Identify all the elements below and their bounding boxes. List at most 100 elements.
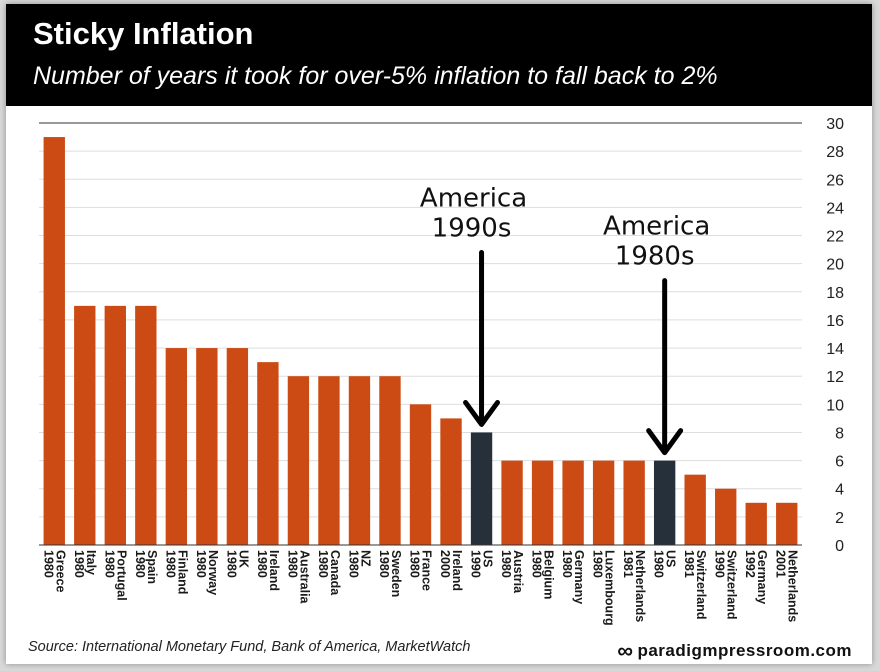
x-tick-country: Switzerland bbox=[725, 550, 739, 619]
x-tick-label: US1990 bbox=[469, 550, 495, 578]
bar bbox=[501, 460, 523, 545]
bar bbox=[379, 376, 401, 545]
chart-frame: Sticky Inflation Number of years it took… bbox=[6, 4, 872, 664]
x-tick-year: 1992 bbox=[743, 550, 757, 578]
annotation-line2: 1990s bbox=[432, 213, 512, 243]
bar bbox=[562, 460, 584, 545]
x-tick-country: US bbox=[664, 550, 678, 567]
bar bbox=[440, 418, 462, 545]
x-tick-label: UK1980 bbox=[224, 550, 250, 578]
x-tick-country: Finland bbox=[175, 550, 189, 594]
x-tick-year: 1980 bbox=[163, 550, 177, 578]
x-tick-label: Austria1980 bbox=[499, 550, 525, 594]
x-tick-year: 1981 bbox=[682, 550, 696, 578]
x-tick-country: Ireland bbox=[450, 550, 464, 591]
x-tick-label: France1980 bbox=[408, 550, 434, 591]
bar bbox=[318, 376, 340, 545]
x-tick-year: 1980 bbox=[408, 550, 422, 578]
x-tick-label: Italy1980 bbox=[72, 550, 98, 578]
x-tick-country: France bbox=[420, 550, 434, 591]
x-tick-year: 1980 bbox=[133, 550, 147, 578]
bar bbox=[165, 348, 188, 545]
x-tick-country: NZ bbox=[358, 550, 372, 567]
x-tick-label: Switzerland1990 bbox=[713, 550, 739, 619]
bar bbox=[104, 305, 126, 545]
highlighted-bar bbox=[470, 432, 493, 545]
x-tick-year: 1980 bbox=[194, 550, 208, 578]
y-tick-label: 16 bbox=[826, 313, 844, 330]
x-tick-country: UK bbox=[236, 550, 250, 568]
x-tick-label: Australia1980 bbox=[285, 550, 311, 605]
x-tick-label: Ireland2000 bbox=[438, 550, 464, 591]
x-tick-country: Ireland bbox=[267, 550, 281, 591]
y-tick-label: 2 bbox=[835, 510, 844, 527]
infinity-icon: ∞ bbox=[617, 638, 634, 663]
x-tick-country: Canada bbox=[328, 550, 342, 596]
x-tick-country: Australia bbox=[297, 550, 311, 605]
x-tick-year: 1980 bbox=[224, 550, 238, 578]
x-tick-country: Germany bbox=[572, 550, 586, 604]
x-tick-country: Portugal bbox=[114, 550, 128, 601]
x-tick-year: 1980 bbox=[255, 550, 269, 578]
bar bbox=[135, 305, 157, 545]
y-tick-label: 28 bbox=[826, 144, 844, 161]
x-tick-year: 1980 bbox=[591, 550, 605, 578]
annotation-line1: America bbox=[603, 212, 710, 242]
chart-title: Sticky Inflation bbox=[33, 16, 254, 51]
x-tick-year: 1980 bbox=[102, 550, 116, 578]
x-tick-country: Sweden bbox=[389, 550, 403, 597]
x-tick-year: 1980 bbox=[560, 550, 574, 578]
y-tick-label: 8 bbox=[835, 425, 844, 442]
x-tick-year: 1990 bbox=[713, 550, 727, 578]
y-tick-label: 24 bbox=[826, 200, 844, 217]
x-tick-year: 1980 bbox=[652, 550, 666, 578]
x-tick-label: Switzerland1981 bbox=[682, 550, 708, 619]
y-tick-label: 0 bbox=[835, 538, 844, 555]
bar bbox=[592, 460, 615, 545]
annotation-line1: America bbox=[420, 183, 527, 213]
x-tick-label: Netherlands1981 bbox=[621, 550, 647, 622]
x-tick-label: US1980 bbox=[652, 550, 678, 578]
x-tick-year: 1981 bbox=[621, 550, 635, 578]
y-tick-label: 6 bbox=[835, 454, 844, 471]
brand-link[interactable]: ∞ paradigmpressroom.com bbox=[617, 636, 852, 663]
y-tick-label: 18 bbox=[826, 285, 844, 302]
x-tick-country: US bbox=[481, 550, 495, 567]
bar bbox=[776, 502, 798, 545]
arrow-head-icon bbox=[646, 428, 684, 456]
y-tick-label: 22 bbox=[826, 229, 844, 246]
x-tick-label: Portugal1980 bbox=[102, 550, 128, 601]
bar bbox=[715, 488, 737, 545]
y-tick-label: 12 bbox=[826, 369, 844, 386]
chart-subtitle: Number of years it took for over-5% infl… bbox=[33, 62, 718, 90]
annotation-line2: 1980s bbox=[615, 242, 695, 272]
x-tick-country: Germany bbox=[755, 550, 769, 604]
x-tick-year: 1980 bbox=[377, 550, 391, 578]
brand-text: paradigmpressroom.com bbox=[637, 641, 852, 660]
bar bbox=[745, 502, 767, 545]
x-tick-label: Canada1980 bbox=[316, 550, 342, 596]
bar bbox=[623, 460, 645, 545]
x-tick-label: Norway1980 bbox=[194, 550, 220, 595]
x-tick-year: 1980 bbox=[285, 550, 299, 578]
x-tick-country: Netherlands bbox=[786, 550, 800, 622]
x-tick-label: Belgium1980 bbox=[530, 550, 556, 599]
x-tick-year: 1990 bbox=[469, 550, 483, 578]
bar bbox=[348, 376, 371, 545]
x-tick-country: Italy bbox=[84, 550, 98, 575]
x-tick-country: Belgium bbox=[542, 550, 556, 599]
x-tick-country: Greece bbox=[53, 550, 67, 592]
y-tick-label: 20 bbox=[826, 257, 844, 274]
bar bbox=[196, 348, 218, 545]
x-tick-label: Greece1980 bbox=[41, 550, 67, 592]
x-tick-country: Norway bbox=[206, 550, 220, 595]
x-tick-label: Ireland1980 bbox=[255, 550, 281, 591]
x-tick-country: Switzerland bbox=[694, 550, 708, 619]
x-tick-label: Germany1980 bbox=[560, 550, 586, 604]
x-tick-label: Spain1980 bbox=[133, 550, 159, 584]
bar bbox=[226, 348, 249, 545]
highlighted-bar bbox=[653, 460, 676, 545]
bar bbox=[531, 460, 554, 545]
x-tick-year: 1980 bbox=[530, 550, 544, 578]
